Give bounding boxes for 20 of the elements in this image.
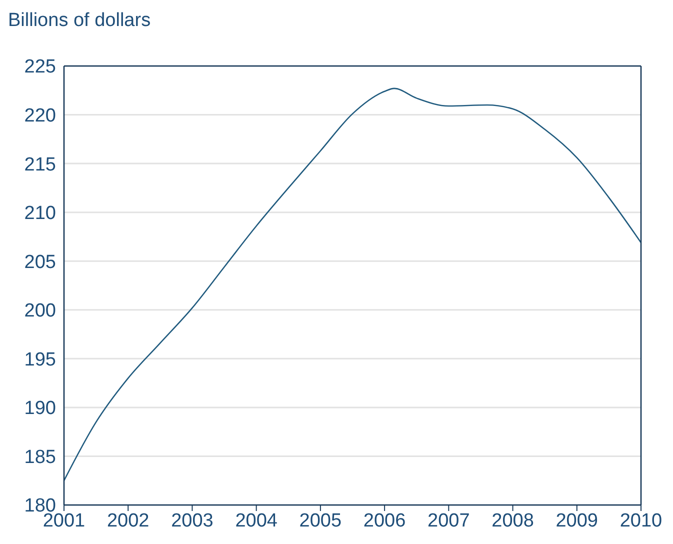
y-tick-label: 190 bbox=[24, 398, 56, 420]
x-tick-label: 2002 bbox=[106, 510, 150, 532]
x-tick-label: 2009 bbox=[556, 510, 598, 532]
x-tick-label: 2006 bbox=[363, 510, 406, 532]
y-tick-label: 220 bbox=[24, 106, 56, 127]
y-tick-label: 200 bbox=[24, 300, 56, 322]
x-tick-label: 2008 bbox=[492, 510, 534, 532]
line-series bbox=[64, 88, 641, 482]
y-axis-title: Billions of dollars bbox=[8, 10, 151, 32]
y-tick-label: 185 bbox=[24, 446, 56, 468]
x-tick-label: 2003 bbox=[171, 510, 214, 532]
y-tick-label: 225 bbox=[24, 56, 56, 78]
x-tick-label: 2007 bbox=[428, 510, 470, 532]
y-tick-label: 215 bbox=[24, 154, 56, 176]
y-tick-label: 195 bbox=[24, 349, 56, 370]
x-tick-label: 2010 bbox=[620, 510, 662, 532]
x-tick-label: 2005 bbox=[299, 510, 342, 532]
y-tick-label: 210 bbox=[24, 203, 56, 224]
y-tick-label: 205 bbox=[24, 252, 56, 273]
x-tick-label: 2004 bbox=[235, 510, 278, 532]
